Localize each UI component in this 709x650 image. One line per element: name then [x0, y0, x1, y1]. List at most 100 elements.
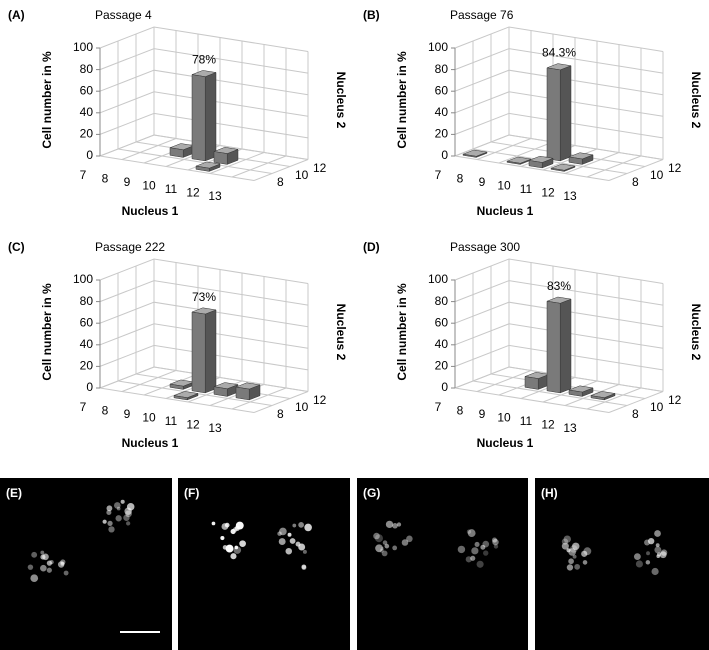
y-axis-label: Cell number in % — [40, 51, 54, 149]
chromosome-spot — [392, 523, 398, 529]
chromosome-spot — [581, 550, 588, 557]
x-tick-label: 13 — [208, 421, 222, 435]
y-axis-label: Cell number in % — [395, 283, 409, 381]
chromosome-spot — [239, 540, 246, 548]
bar-side — [559, 65, 572, 162]
chart-title: Passage 4 — [95, 8, 152, 22]
grid-line — [454, 323, 664, 349]
chromosome-spot — [480, 544, 486, 550]
x-tick-label: 13 — [208, 189, 222, 203]
image-background — [0, 478, 172, 650]
image-background — [178, 478, 350, 650]
chromosome-spot — [46, 567, 52, 573]
floor-line — [608, 159, 664, 181]
bar — [568, 156, 583, 165]
chromosome-spot — [654, 530, 661, 537]
chromosome-spot — [287, 532, 292, 537]
floor-line — [209, 152, 265, 174]
bar — [546, 300, 561, 394]
chromosome-spot — [401, 539, 409, 546]
chromosome-spot — [304, 523, 312, 532]
chromosome-spot — [225, 544, 234, 553]
panel-label: (F) — [184, 486, 199, 500]
image-panel: (H) — [535, 478, 709, 650]
chromosome-spot — [583, 547, 592, 556]
x-tick-label: 8 — [102, 171, 109, 185]
x-tick-label: 7 — [435, 168, 442, 182]
x-tick-label: 12 — [541, 417, 555, 431]
y-tick-label: 40 — [435, 337, 449, 351]
z-axis-label: Nucleus 2 — [334, 304, 348, 361]
z-tick-label: 8 — [277, 407, 284, 421]
chromosome-spot — [106, 509, 112, 515]
y-tick-label: 100 — [73, 40, 93, 54]
y-tick-label: 0 — [86, 380, 93, 394]
x-tick-label: 9 — [124, 407, 131, 421]
grid-line — [99, 258, 309, 284]
y-tick-label: 100 — [73, 272, 93, 286]
chart-panel: (A) Passage 4 Cell number in % Nucleus 1 Nuc… — [8, 8, 348, 218]
chromosome-spot — [230, 553, 237, 560]
y-tick-label: 20 — [435, 127, 449, 141]
image-panel: (E) — [0, 478, 172, 650]
y-tick-label: 40 — [435, 105, 449, 119]
chromosome-spot — [384, 543, 390, 549]
bar — [462, 153, 477, 158]
floor-line — [498, 141, 554, 164]
x-tick-label: 11 — [165, 182, 178, 196]
x-tick-label: 11 — [165, 414, 178, 428]
panel-label: (E) — [6, 486, 22, 500]
chromosome-spot — [392, 545, 398, 551]
floor-line — [454, 387, 610, 413]
x-tick-label: 8 — [102, 403, 109, 417]
x-tick-label: 10 — [142, 410, 156, 424]
z-tick-label: 12 — [668, 161, 682, 175]
chromosome-spot — [116, 506, 121, 511]
z-tick-label: 8 — [632, 175, 639, 189]
z-tick-label: 10 — [295, 168, 309, 182]
bar — [191, 311, 206, 394]
chromosome-spot — [211, 521, 216, 526]
floor-line — [99, 387, 255, 413]
bar — [169, 147, 184, 158]
chromosome-spot — [382, 540, 388, 545]
chromosome-spot — [574, 563, 581, 570]
x-tick-label: 9 — [479, 407, 486, 421]
grid-line — [99, 26, 309, 52]
floor-line — [117, 148, 273, 174]
chromosome-spot — [483, 550, 489, 556]
chromosome-spot — [30, 574, 39, 583]
grid-line — [454, 301, 664, 328]
grid-line — [99, 323, 309, 349]
y-tick-label: 80 — [80, 62, 94, 76]
y-tick-label: 0 — [86, 148, 93, 162]
x-tick-label: 9 — [124, 175, 131, 189]
chromosome-spot — [566, 564, 574, 571]
y-tick-label: 60 — [80, 315, 94, 329]
floor-line — [476, 138, 532, 160]
x-axis-label: Nucleus 1 — [122, 436, 179, 450]
chromosome-spot — [659, 551, 667, 559]
grid-line — [99, 344, 309, 371]
chromosome-spot — [234, 525, 240, 531]
y-tick-label: 80 — [80, 294, 94, 308]
grid-line — [454, 48, 664, 74]
chromosome-spot — [126, 521, 131, 526]
panel-label: (D) — [363, 240, 380, 254]
grid-line — [454, 258, 664, 284]
chart-title: Passage 300 — [450, 240, 520, 254]
z-tick-label: 12 — [313, 393, 327, 407]
chromosome-spot — [474, 541, 480, 547]
chromosome-spot — [656, 554, 661, 559]
floor-line — [586, 155, 642, 178]
chromosome-spot — [572, 554, 577, 559]
chromosome-spot — [126, 502, 135, 511]
grid-line — [99, 280, 309, 306]
chromosome-spot — [651, 567, 659, 576]
chromosome-spot — [375, 534, 383, 543]
floor-line — [564, 152, 620, 174]
chromosome-spot — [572, 542, 580, 551]
chromosome-spot — [381, 550, 388, 557]
y-tick-label: 100 — [428, 272, 448, 286]
